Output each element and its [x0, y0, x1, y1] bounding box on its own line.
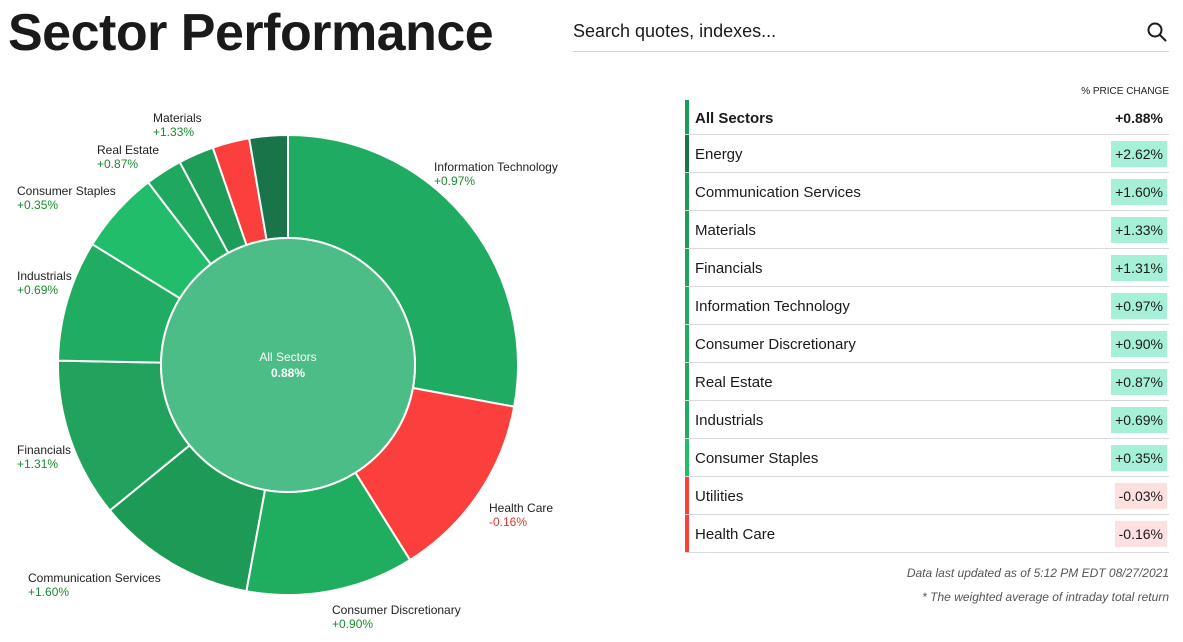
row-sector-name: Health Care — [695, 526, 776, 543]
row-color-bar — [685, 515, 689, 552]
chart-label-value: +0.69% — [17, 283, 59, 297]
chart-label-financials: Financials +1.31% — [17, 443, 71, 471]
sector-row-consumer-discretionary[interactable]: Consumer Discretionary +0.90% — [685, 325, 1169, 363]
chart-label-name: Information Technology — [434, 160, 558, 174]
chart-label-name: Materials — [153, 111, 202, 125]
chart-label-name: Health Care — [489, 501, 554, 515]
chart-label-name: Communication Services — [28, 571, 161, 585]
sector-row-health-care[interactable]: Health Care -0.16% — [685, 515, 1169, 553]
chart-label-value: +0.35% — [17, 198, 59, 212]
row-sector-name: Consumer Discretionary — [695, 336, 856, 353]
chart-label-information-technology: Information Technology +0.97% — [434, 160, 558, 188]
row-price-change: +1.31% — [1111, 255, 1167, 281]
chart-label-name: Industrials — [17, 269, 72, 283]
chart-label-name: Financials — [17, 443, 72, 457]
row-color-bar — [685, 439, 689, 476]
row-sector-name: All Sectors — [695, 110, 774, 127]
chart-label-name: Consumer Staples — [17, 184, 116, 198]
row-sector-name: Real Estate — [695, 374, 773, 391]
sector-row-materials[interactable]: Materials +1.33% — [685, 211, 1169, 249]
chart-label-value: +1.31% — [17, 457, 59, 471]
last-updated: Data last updated as of 5:12 PM EDT 08/2… — [906, 566, 1169, 580]
chart-label-consumer-discretionary: Consumer Discretionary +0.90% — [332, 603, 461, 631]
chart-label-value: +0.90% — [332, 617, 374, 631]
chart-label-value: +1.60% — [28, 585, 70, 599]
row-sector-name: Materials — [695, 222, 756, 239]
donut-center — [160, 237, 416, 493]
row-price-change: +0.90% — [1111, 331, 1167, 357]
chart-label-value: +1.33% — [153, 125, 195, 139]
footnote: * The weighted average of intraday total… — [922, 590, 1169, 604]
sector-table: % PRICE CHANGE All Sectors +0.88% Energy +2… — [685, 86, 1169, 553]
chart-label-health-care: Health Care -0.16% — [489, 501, 553, 529]
sector-donut-chart: All Sectors 0.88% Information Technology +… — [0, 60, 680, 642]
row-sector-name: Industrials — [695, 412, 764, 429]
sector-row-energy[interactable]: Energy +2.62% — [685, 135, 1169, 173]
sector-row-industrials[interactable]: Industrials +0.69% — [685, 401, 1169, 439]
table-header: % PRICE CHANGE — [1081, 86, 1169, 97]
sector-row-all-sectors[interactable]: All Sectors +0.88% — [685, 100, 1169, 135]
chart-label-materials: Materials +1.33% — [153, 111, 202, 139]
row-price-change: +0.87% — [1111, 369, 1167, 395]
sector-row-real-estate[interactable]: Real Estate +0.87% — [685, 363, 1169, 401]
chart-label-value: +0.97% — [434, 174, 476, 188]
chart-label-real-estate: Real Estate +0.87% — [97, 143, 159, 171]
row-sector-name: Energy — [695, 146, 743, 163]
search-input[interactable] — [573, 12, 1113, 50]
row-color-bar — [685, 363, 689, 400]
row-price-change: +0.88% — [1115, 110, 1163, 126]
row-sector-name: Financials — [695, 260, 763, 277]
row-price-change: +1.33% — [1111, 217, 1167, 243]
row-sector-name: Utilities — [695, 488, 744, 505]
row-color-bar — [685, 135, 689, 172]
center-value: 0.88% — [271, 366, 305, 380]
row-price-change: -0.03% — [1114, 483, 1167, 509]
sector-row-financials[interactable]: Financials +1.31% — [685, 249, 1169, 287]
row-color-bar — [685, 100, 689, 134]
chart-label-consumer-staples: Consumer Staples +0.35% — [17, 184, 116, 212]
row-color-bar — [685, 325, 689, 362]
row-price-change: +0.69% — [1111, 407, 1167, 433]
row-price-change: +2.62% — [1111, 141, 1167, 167]
sector-row-utilities[interactable]: Utilities -0.03% — [685, 477, 1169, 515]
search-bar — [573, 12, 1169, 52]
row-price-change: +0.97% — [1111, 293, 1167, 319]
row-price-change: -0.16% — [1114, 521, 1167, 547]
chart-label-value: +0.87% — [97, 157, 139, 171]
chart-label-name: Real Estate — [97, 143, 160, 157]
donut-svg: All Sectors 0.88% — [57, 133, 519, 596]
page-title: Sector Performance — [8, 4, 494, 62]
chart-label-industrials: Industrials +0.69% — [17, 269, 72, 297]
row-sector-name: Information Technology — [695, 298, 850, 315]
chart-label-name: Consumer Discretionary — [332, 603, 461, 617]
row-price-change: +0.35% — [1111, 445, 1167, 471]
chart-label-value: -0.16% — [489, 515, 528, 529]
row-color-bar — [685, 211, 689, 248]
center-label: All Sectors — [259, 350, 316, 364]
sector-row-consumer-staples[interactable]: Consumer Staples +0.35% — [685, 439, 1169, 477]
sector-row-information-technology[interactable]: Information Technology +0.97% — [685, 287, 1169, 325]
row-color-bar — [685, 287, 689, 324]
sector-row-communication-services[interactable]: Communication Services +1.60% — [685, 173, 1169, 211]
search-icon[interactable] — [1147, 22, 1167, 42]
row-color-bar — [685, 401, 689, 438]
row-sector-name: Consumer Staples — [695, 450, 819, 467]
row-color-bar — [685, 477, 689, 514]
chart-label-communication-services: Communication Services +1.60% — [28, 571, 161, 599]
row-color-bar — [685, 173, 689, 210]
row-color-bar — [685, 249, 689, 286]
row-sector-name: Communication Services — [695, 184, 861, 201]
row-price-change: +1.60% — [1111, 179, 1167, 205]
